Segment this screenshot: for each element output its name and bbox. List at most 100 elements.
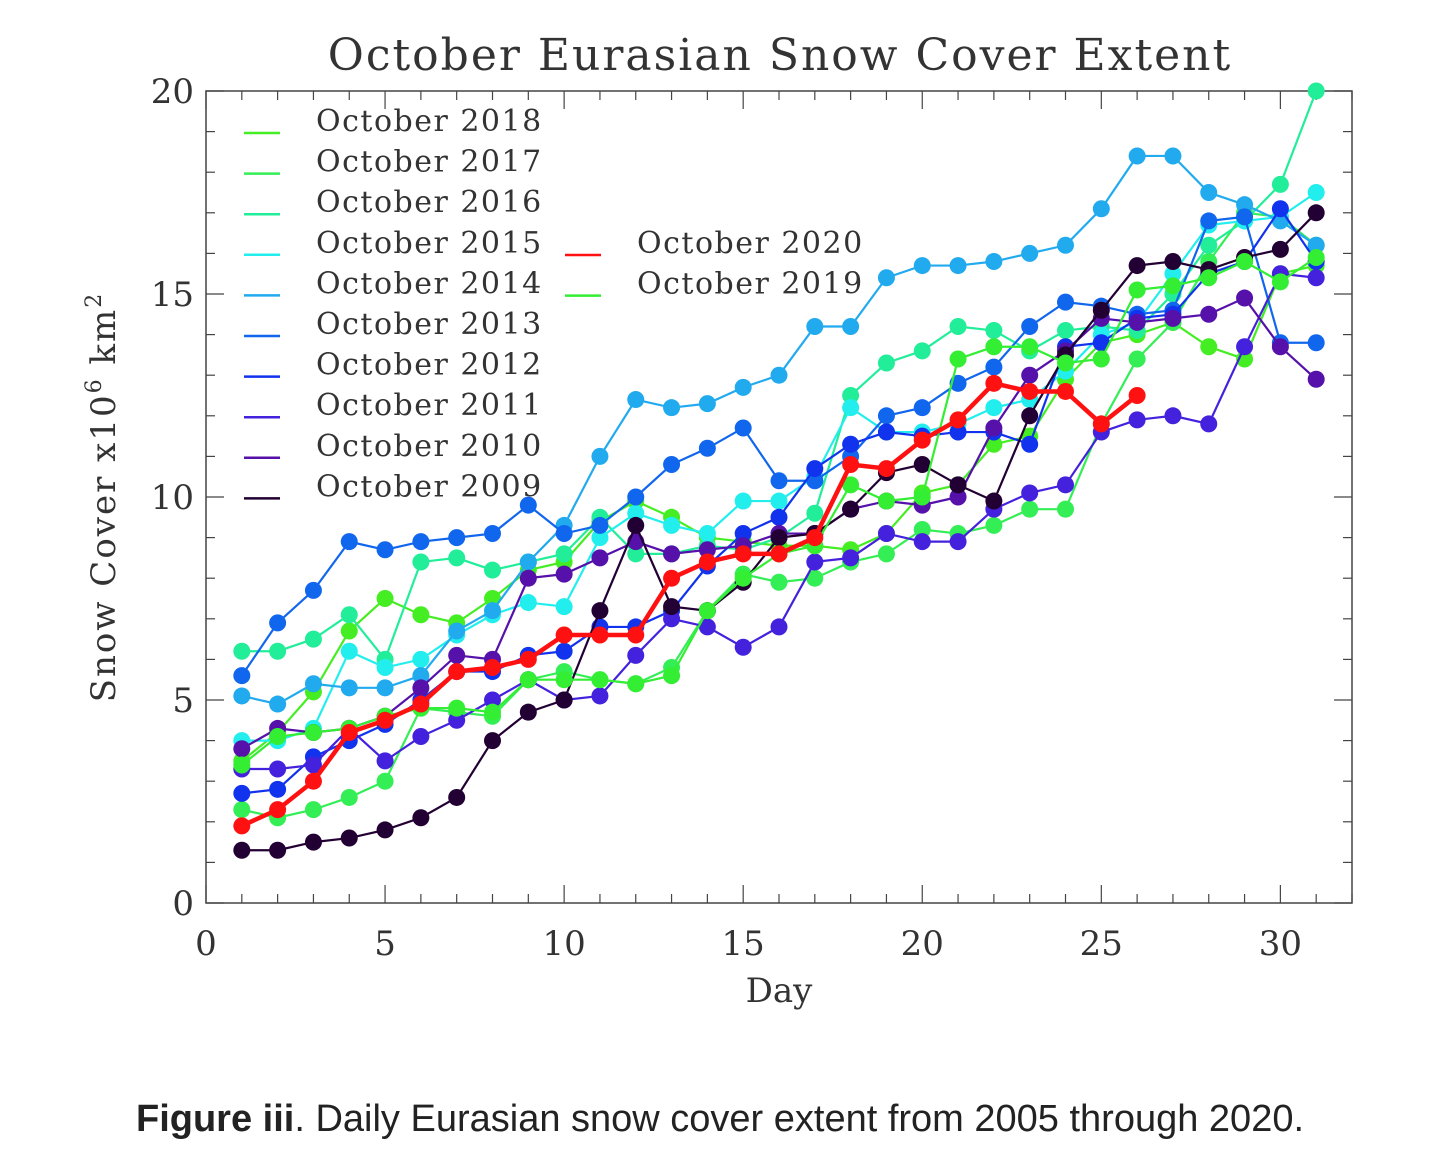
y-tick-label: 10 [151,478,194,518]
data-point [913,456,931,474]
data-point [734,638,752,656]
data-point [1057,236,1074,254]
data-point [269,614,287,632]
data-point [842,317,860,335]
data-point [985,374,1003,392]
legend-item: October 2011 [244,388,541,423]
data-point [1021,435,1039,453]
data-point [1092,301,1110,319]
data-point [877,354,895,372]
data-point [233,841,251,859]
data-point [519,703,537,721]
data-point [1128,147,1146,165]
data-point [412,695,430,713]
legend-label: October 2015 [316,226,543,261]
data-point [269,695,287,713]
data-point [806,529,824,547]
data-point [269,801,287,819]
data-point [233,642,251,660]
legend-label: October 2019 [637,267,864,302]
data-point [1307,184,1325,201]
legend-item: October 2020 [565,226,864,261]
data-point [1164,407,1182,425]
data-point [448,788,466,806]
data-point [233,801,251,819]
data-point [484,703,501,721]
data-point [519,594,537,612]
data-point [233,667,251,685]
data-point [1057,500,1074,518]
data-point [1307,82,1325,100]
legend-label: October 2020 [637,226,864,261]
data-point [842,387,860,404]
data-point [519,569,537,587]
data-point [448,711,466,729]
data-point [1057,476,1074,494]
data-point [555,691,573,709]
data-point [412,679,430,697]
data-point [591,687,609,705]
data-point [484,691,501,709]
data-point [1307,370,1325,388]
caption-text: . Daily Eurasian snow cover extent from … [294,1098,1305,1140]
data-point [1271,338,1289,356]
data-point [985,253,1003,271]
data-point [806,472,824,490]
legend-label: October 2013 [316,307,543,342]
data-point [412,553,430,571]
data-point [304,756,322,774]
data-point [591,626,609,644]
data-point [233,817,251,835]
data-point [1128,313,1146,331]
data-point [1057,354,1074,372]
data-point [698,602,716,620]
data-point [985,419,1003,437]
data-point [340,829,358,847]
legend-item: October 2012 [244,348,541,383]
series-october-2020 [233,374,1146,835]
data-point [591,549,609,567]
data-point [842,549,860,567]
data-point [913,431,931,449]
data-point [842,456,860,474]
data-point [627,626,645,644]
data-point [985,516,1003,534]
data-point [877,525,895,543]
data-point [519,496,537,514]
data-point [340,606,358,624]
data-point [376,659,394,677]
data-point [627,488,645,506]
data-point [1271,175,1289,193]
data-point [770,529,788,547]
data-point [627,545,645,563]
data-point [949,533,967,551]
data-point [412,728,430,746]
data-point [1236,338,1254,356]
data-point [627,675,645,693]
data-point [1236,289,1254,307]
data-point [1271,273,1289,291]
data-point [770,366,788,384]
data-point [1021,244,1039,262]
chart: October Eurasian Snow Cover Extent 0 5 10 15… [82,30,1353,1011]
data-point [269,780,287,798]
data-point [340,642,358,660]
data-point [770,545,788,563]
data-point [519,650,537,668]
data-point [949,350,967,368]
data-point [555,565,573,583]
data-point [1164,277,1182,295]
data-point [698,439,716,457]
data-point [734,492,752,510]
data-point [1021,366,1039,384]
data-point [340,533,358,551]
data-point [484,732,501,750]
data-point [663,667,681,685]
data-point [842,476,860,494]
data-point [806,460,824,478]
figure-caption: Figure iii. Daily Eurasian snow cover ex… [0,1098,1440,1141]
data-point [448,549,466,567]
legend-item: October 2016 [244,185,541,220]
data-point [376,752,394,770]
data-point [770,573,788,591]
